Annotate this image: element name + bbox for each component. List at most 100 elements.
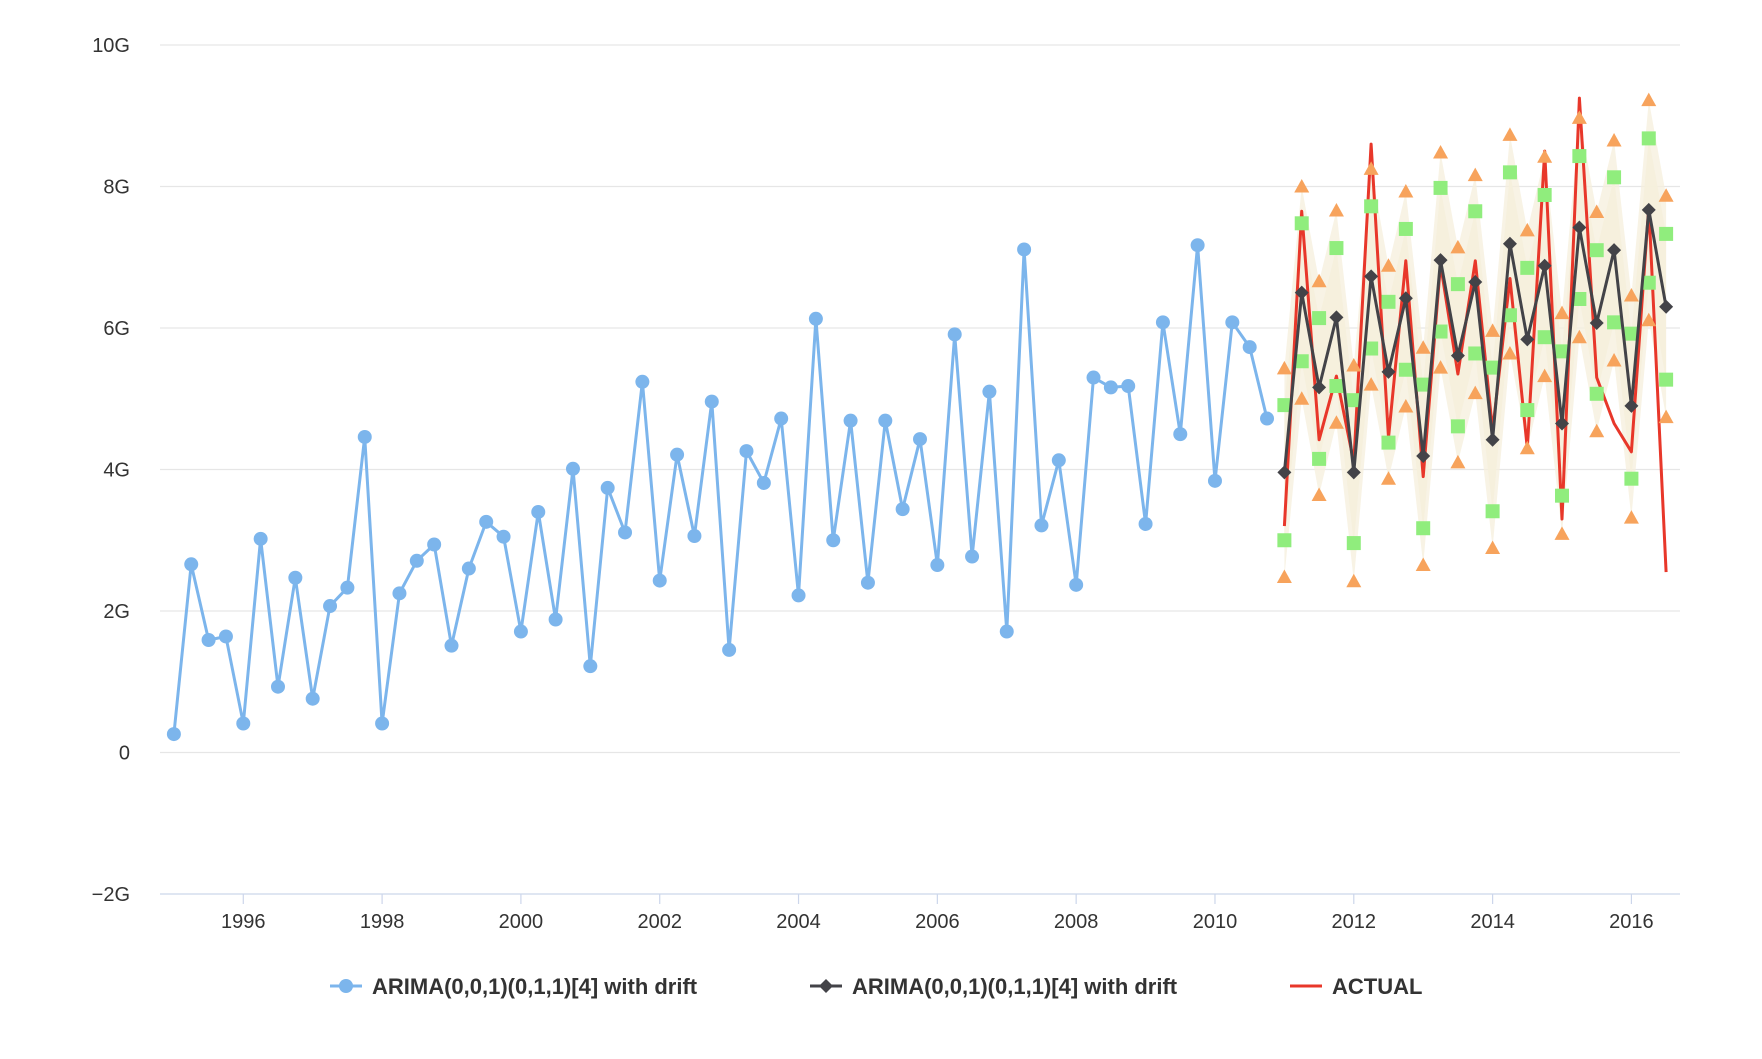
interval-95-point <box>1589 423 1605 438</box>
interval-80-point <box>1607 170 1622 185</box>
interval-95-point <box>1623 510 1639 524</box>
interval-80-point <box>1502 308 1517 323</box>
interval-95-point <box>1658 409 1674 424</box>
forecast-point <box>1641 202 1656 217</box>
interval-80-point <box>1572 149 1587 164</box>
history-point <box>635 374 650 389</box>
interval-80-point <box>1485 360 1500 375</box>
history-point <box>600 480 615 495</box>
interval-80-point <box>1520 403 1535 418</box>
history-point <box>791 588 806 603</box>
interval-80-point <box>1294 354 1309 369</box>
interval-80-point <box>1450 277 1465 292</box>
history-point <box>878 413 893 428</box>
history-point <box>1225 315 1240 330</box>
interval-95-point <box>1589 204 1605 218</box>
interval-95-point <box>1537 149 1553 163</box>
interval-95-point <box>1433 360 1449 374</box>
interval-80-point <box>1659 226 1674 241</box>
history-point <box>704 394 719 409</box>
y-tick-label: 2G <box>103 601 130 623</box>
forecast-point <box>1294 285 1309 300</box>
history-point <box>583 659 598 674</box>
interval-95-point <box>1554 526 1570 540</box>
x-tick-label: 2016 <box>1609 911 1654 933</box>
interval-95-point <box>1380 471 1396 485</box>
interval-95-point <box>1276 360 1292 375</box>
x-tick-label: 2006 <box>915 911 960 933</box>
interval-95-point <box>1363 161 1379 175</box>
interval-80-point <box>1641 131 1656 146</box>
history-point <box>1190 238 1205 253</box>
history-point <box>1155 315 1170 330</box>
x-tick-label: 2002 <box>637 911 682 933</box>
history-point <box>1051 453 1066 468</box>
forecast-point <box>1329 310 1344 325</box>
history-point <box>184 557 199 572</box>
interval-95-point <box>1641 312 1657 327</box>
history-point <box>1242 340 1257 355</box>
interval-80-point <box>1485 504 1500 519</box>
forecast-point <box>1312 380 1327 395</box>
interval-95-point <box>1398 183 1414 198</box>
interval-95-point <box>1641 92 1657 107</box>
interval-95-point <box>1485 540 1501 555</box>
interval-80-point <box>1520 260 1535 275</box>
history-point <box>479 514 494 529</box>
forecast-point <box>1398 291 1413 306</box>
interval-95-point <box>1450 454 1466 469</box>
interval-95-point <box>1606 353 1622 367</box>
interval-80-point <box>1572 291 1587 306</box>
interval-band-layer <box>1284 100 1667 582</box>
interval-95-point <box>1606 133 1622 147</box>
interval-95-point <box>1433 145 1449 159</box>
history-point <box>392 586 407 601</box>
history-point <box>340 580 355 595</box>
interval-80-point <box>1346 536 1361 551</box>
history-point <box>513 624 528 639</box>
history-point <box>1086 370 1101 385</box>
history-point <box>1121 379 1136 394</box>
history-point <box>409 553 424 568</box>
interval-95-point <box>1519 440 1535 455</box>
interval-80-point <box>1364 341 1379 356</box>
history-point <box>1034 518 1049 533</box>
y-tick-label: 6G <box>103 318 130 340</box>
interval-95-point <box>1467 167 1483 182</box>
history-point <box>947 327 962 342</box>
history-point <box>270 679 285 694</box>
forecast-point <box>1607 243 1622 258</box>
forecast-point <box>1277 465 1292 480</box>
history-point <box>531 504 546 519</box>
interval-95-point <box>1294 391 1310 405</box>
interval-95-point <box>1450 239 1466 254</box>
interval-95-point <box>1415 340 1431 354</box>
history-point <box>1207 473 1222 488</box>
grid-layer <box>160 44 1680 895</box>
interval-80-point <box>1555 344 1570 359</box>
interval-80-point <box>1381 435 1396 450</box>
interval-80-point <box>1312 311 1327 326</box>
interval-80-point <box>1312 451 1327 466</box>
interval-95-point <box>1537 368 1553 383</box>
x-tick-label: 2012 <box>1332 911 1377 933</box>
interval-80-point <box>1329 379 1344 394</box>
interval-95-point <box>1346 357 1362 372</box>
history-point <box>618 525 633 540</box>
history-point <box>774 411 789 426</box>
interval-80-point <box>1416 521 1431 536</box>
legend-label: ACTUAL <box>1332 974 1422 999</box>
interval-80-point <box>1450 419 1465 434</box>
forecast-point <box>1364 269 1379 284</box>
forecast-point <box>1589 316 1604 331</box>
axis-layer: −2G 0 2G 4G 6G 8G 10G 1996 1998 2000 2002 2004 2006 2… <box>92 35 1654 933</box>
interval-95-point <box>1294 179 1310 193</box>
interval-80-point <box>1624 326 1639 341</box>
history-point <box>652 573 667 588</box>
interval-80-point <box>1398 221 1413 236</box>
interval-80-point <box>1416 377 1431 392</box>
history-point <box>739 444 754 459</box>
forecast-point <box>1346 465 1361 480</box>
history-point <box>843 413 858 428</box>
